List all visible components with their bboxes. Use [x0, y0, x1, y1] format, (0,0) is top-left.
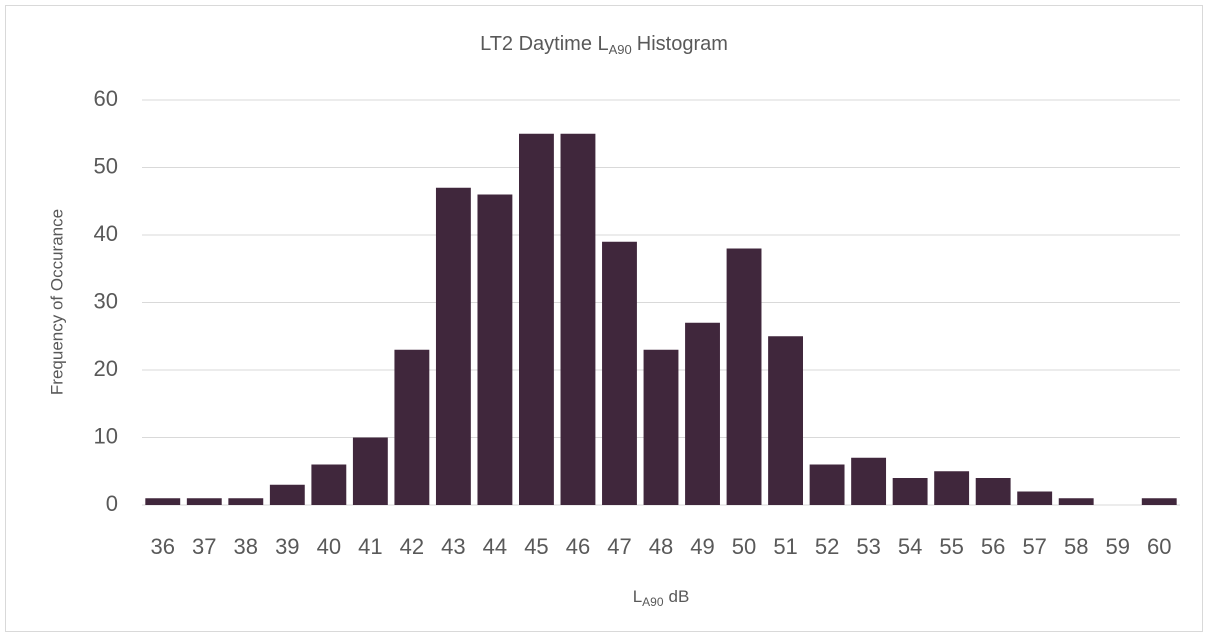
- x-tick-label: 47: [607, 534, 631, 559]
- x-tick-label: 44: [483, 534, 507, 559]
- bar: [851, 457, 887, 505]
- bar: [352, 437, 388, 505]
- x-tick-label: 46: [566, 534, 590, 559]
- x-tick-label: 48: [649, 534, 673, 559]
- bar: [477, 194, 513, 505]
- x-tick-label: 38: [234, 534, 258, 559]
- bar: [1017, 491, 1053, 505]
- bar: [685, 322, 720, 505]
- title-suffix: Histogram: [637, 33, 728, 55]
- y-tick-label: 20: [94, 356, 118, 381]
- y-tick-label: 60: [94, 86, 118, 111]
- bar: [768, 336, 803, 505]
- x-tick-label: 39: [275, 534, 299, 559]
- chart-title: LT2 Daytime LA90 Histogram: [480, 33, 728, 57]
- x-tick-label: 56: [981, 534, 1005, 559]
- x-tick-label: 36: [151, 534, 175, 559]
- x-tick-label: 37: [192, 534, 216, 559]
- x-tick-label: 58: [1064, 534, 1088, 559]
- bar: [602, 241, 637, 505]
- y-tick-label: 40: [94, 221, 118, 246]
- x-tick-label: 60: [1147, 534, 1171, 559]
- title-subscript: A90: [609, 42, 632, 57]
- x-tick-label: 45: [524, 534, 548, 559]
- x-label-suffix: dB: [669, 587, 690, 606]
- title-text: LT2 Daytime L: [480, 33, 609, 55]
- bar: [892, 478, 928, 505]
- bar: [934, 471, 970, 505]
- x-tick-label: 59: [1105, 534, 1129, 559]
- x-tick-label: 42: [400, 534, 424, 559]
- x-label-text: L: [633, 587, 642, 606]
- x-axis-label: LA90 dB: [633, 587, 690, 609]
- x-tick-label: 49: [690, 534, 714, 559]
- bar: [269, 484, 305, 505]
- x-tick-label: 53: [856, 534, 880, 559]
- x-tick-label: 51: [773, 534, 797, 559]
- bar: [975, 478, 1011, 505]
- y-tick-label: 50: [94, 153, 118, 178]
- x-tick-label: 54: [898, 534, 922, 559]
- x-tick-label: 50: [732, 534, 756, 559]
- x-tick-label: 41: [358, 534, 382, 559]
- bar: [643, 349, 679, 505]
- x-tick-label: 55: [939, 534, 963, 559]
- x-tick-label: 43: [441, 534, 465, 559]
- bar: [1058, 498, 1094, 505]
- bar: [435, 187, 471, 505]
- bar: [560, 133, 596, 505]
- bar: [1141, 498, 1177, 505]
- y-axis-label: Frequency of Occurance: [47, 209, 66, 395]
- y-tick-label: 30: [94, 288, 118, 313]
- bar: [145, 498, 181, 505]
- bar: [394, 349, 430, 505]
- y-tick-label: 0: [106, 491, 118, 516]
- x-tick-label: 52: [815, 534, 839, 559]
- x-tick-label: 40: [317, 534, 341, 559]
- bar: [311, 464, 347, 505]
- bar: [809, 464, 845, 505]
- bar: [519, 133, 554, 505]
- bar: [726, 248, 762, 505]
- x-label-subscript: A90: [642, 595, 664, 609]
- x-tick-label: 57: [1022, 534, 1046, 559]
- bar: [186, 498, 222, 505]
- y-tick-label: 10: [94, 423, 118, 448]
- bar: [228, 498, 264, 505]
